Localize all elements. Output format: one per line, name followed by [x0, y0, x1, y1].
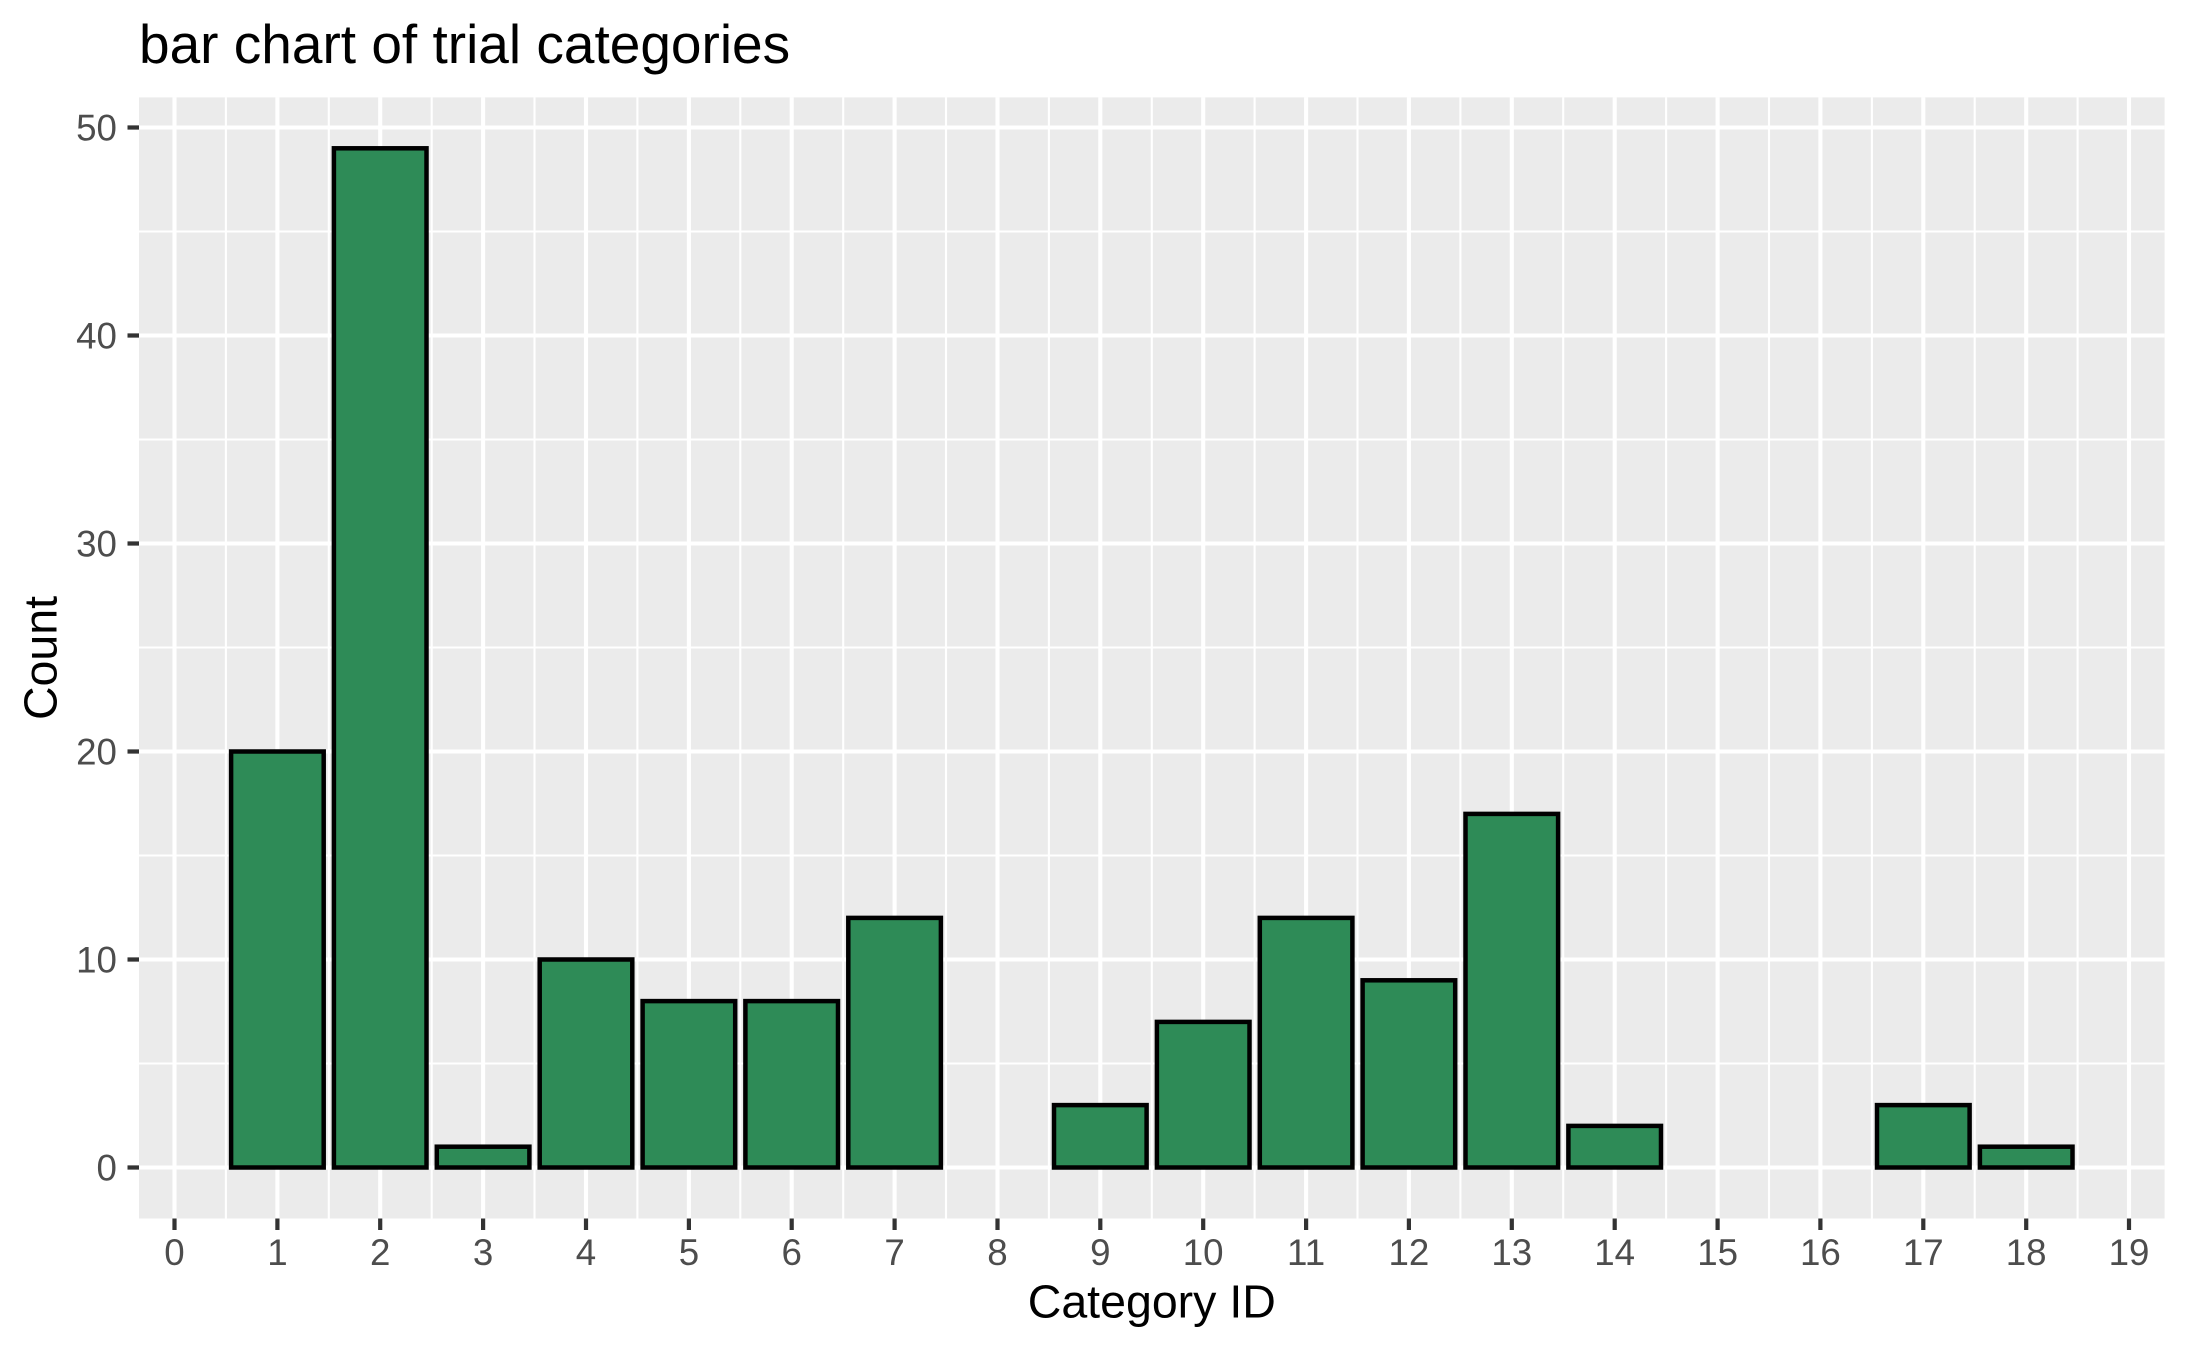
- svg-text:15: 15: [1697, 1232, 1738, 1273]
- svg-text:5: 5: [679, 1232, 699, 1273]
- svg-text:10: 10: [76, 940, 117, 981]
- svg-text:2: 2: [370, 1232, 390, 1273]
- svg-text:Count: Count: [15, 596, 67, 720]
- svg-text:3: 3: [473, 1232, 493, 1273]
- svg-text:13: 13: [1491, 1232, 1532, 1273]
- svg-text:Category ID: Category ID: [1028, 1276, 1276, 1328]
- svg-text:7: 7: [884, 1232, 904, 1273]
- svg-text:8: 8: [987, 1232, 1007, 1273]
- svg-text:12: 12: [1388, 1232, 1429, 1273]
- svg-text:9: 9: [1090, 1232, 1110, 1273]
- svg-text:16: 16: [1800, 1232, 1841, 1273]
- svg-text:0: 0: [96, 1148, 116, 1189]
- svg-text:4: 4: [576, 1232, 596, 1273]
- svg-text:40: 40: [76, 316, 117, 357]
- svg-text:20: 20: [76, 732, 117, 773]
- svg-text:10: 10: [1183, 1232, 1224, 1273]
- svg-text:14: 14: [1594, 1232, 1635, 1273]
- svg-text:bar chart of trial categories: bar chart of trial categories: [139, 13, 790, 75]
- svg-text:30: 30: [76, 524, 117, 565]
- svg-text:0: 0: [164, 1232, 184, 1273]
- svg-text:17: 17: [1903, 1232, 1944, 1273]
- svg-text:11: 11: [1287, 1232, 1325, 1273]
- svg-text:1: 1: [267, 1232, 287, 1273]
- svg-text:19: 19: [2109, 1232, 2150, 1273]
- svg-text:18: 18: [2006, 1232, 2047, 1273]
- svg-text:50: 50: [76, 108, 117, 149]
- svg-text:6: 6: [781, 1232, 801, 1273]
